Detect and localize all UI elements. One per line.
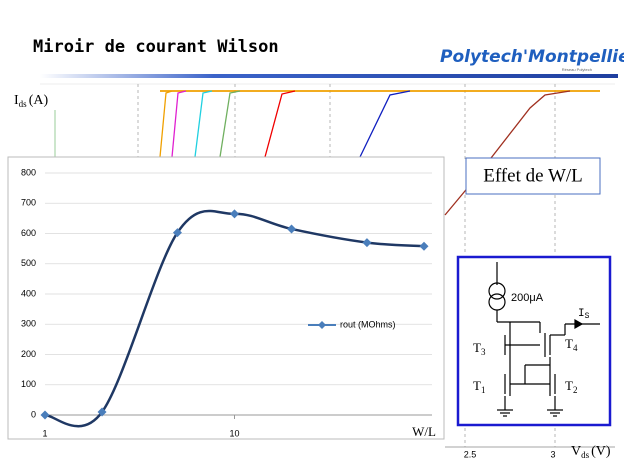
transistor-symbol: T	[473, 340, 481, 355]
transistor-label: T4	[565, 336, 578, 353]
data-point	[419, 241, 429, 251]
y-tick-label: 600	[21, 228, 36, 238]
bg-x-symbol: V	[571, 444, 581, 459]
y-tick-label: 700	[21, 198, 36, 208]
y-tick-label: 100	[21, 379, 36, 389]
bg-y-label: Ids (A)	[14, 93, 48, 109]
data-point	[287, 224, 297, 234]
bg-x-tick-label: 2.5	[464, 449, 477, 459]
transistor-subscript: 2	[573, 385, 578, 395]
y-tick-label: 0	[31, 409, 36, 419]
bg-y-subscript: ds	[19, 99, 28, 109]
transistor-subscript: 4	[573, 343, 578, 353]
chart-area	[7, 156, 445, 440]
y-tick-label: 200	[21, 349, 36, 359]
transistor-label: T3	[473, 340, 486, 357]
background-chart	[40, 83, 615, 448]
output-label: IS	[578, 308, 590, 321]
transistor-label: T2	[565, 378, 577, 395]
transistor-symbol: T	[565, 378, 573, 393]
legend-label: rout (MOhms)	[340, 319, 396, 329]
slide-title: Miroir de courant Wilson	[33, 37, 279, 57]
bg-x-tick-label: 3	[550, 449, 555, 459]
x-axis-label: W/L	[412, 424, 436, 439]
output-symbol: I	[578, 308, 585, 320]
bg-x-label: Vds (V)	[571, 444, 611, 460]
circuit	[456, 255, 612, 427]
logo-tagline: Réseau Polytech	[562, 67, 592, 72]
output-subscript: S	[585, 312, 590, 321]
transistor-subscript: 1	[481, 385, 486, 395]
x-tick-label: 1	[42, 428, 47, 438]
transistor-symbol: T	[473, 378, 481, 393]
data-point	[97, 407, 107, 417]
data-point	[40, 410, 50, 420]
legend-marker	[318, 321, 326, 329]
data-point	[230, 209, 239, 219]
y-tick-label: 400	[21, 288, 36, 298]
data-point	[362, 238, 372, 248]
bg-x-subscript: ds	[581, 450, 590, 460]
y-tick-label: 500	[21, 258, 36, 268]
source-label: 200μA	[511, 292, 544, 304]
x-tick-label: 10	[229, 428, 239, 438]
bg-y-unit: (A)	[29, 93, 49, 108]
title-rule	[40, 74, 618, 78]
y-tick-label: 300	[21, 319, 36, 329]
annotation-box	[465, 157, 601, 195]
logo: Polytech'Montpellier	[440, 47, 624, 67]
y-tick-label: 800	[21, 167, 36, 177]
annotation: Effet de W/L	[483, 165, 583, 186]
bg-x-unit: (V)	[591, 444, 611, 459]
transistor-symbol: T	[565, 336, 573, 351]
transistor-subscript: 3	[481, 347, 486, 357]
bg-y-symbol: I	[14, 93, 19, 108]
transistor-label: T1	[473, 378, 485, 395]
data-point	[172, 228, 182, 238]
